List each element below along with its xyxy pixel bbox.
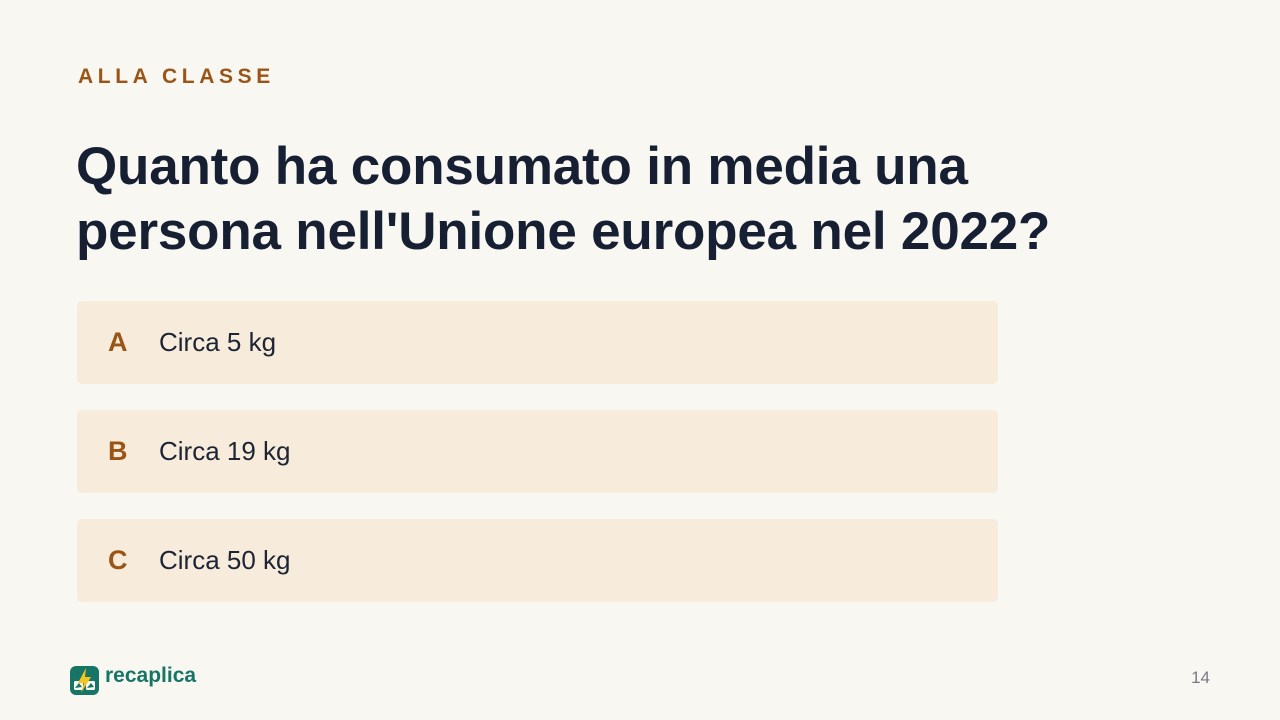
question-title: Quanto ha consumato in media una persona… bbox=[76, 137, 1051, 261]
brand-name: recaplica bbox=[105, 663, 197, 687]
answer-text-a: Circa 5 kg bbox=[159, 327, 277, 357]
answer-list: A Circa 5 kg B Circa 19 kg C Circa 50 kg bbox=[77, 301, 998, 628]
recaplica-logo-icon bbox=[70, 666, 99, 695]
page-number: 14 bbox=[1191, 668, 1210, 687]
answer-option-c[interactable]: C Circa 50 kg bbox=[77, 519, 998, 602]
section-kicker: ALLA CLASSE bbox=[78, 65, 275, 88]
answer-letter-c: C bbox=[108, 545, 128, 575]
answer-option-b[interactable]: B Circa 19 kg bbox=[77, 410, 998, 493]
answer-text-b: Circa 19 kg bbox=[159, 436, 291, 466]
answer-letter-a: A bbox=[108, 327, 128, 357]
answer-option-a[interactable]: A Circa 5 kg bbox=[77, 301, 998, 384]
brand-logo-area: recaplica bbox=[70, 663, 197, 695]
answer-text-c: Circa 50 kg bbox=[159, 545, 291, 575]
answer-letter-b: B bbox=[108, 436, 128, 466]
